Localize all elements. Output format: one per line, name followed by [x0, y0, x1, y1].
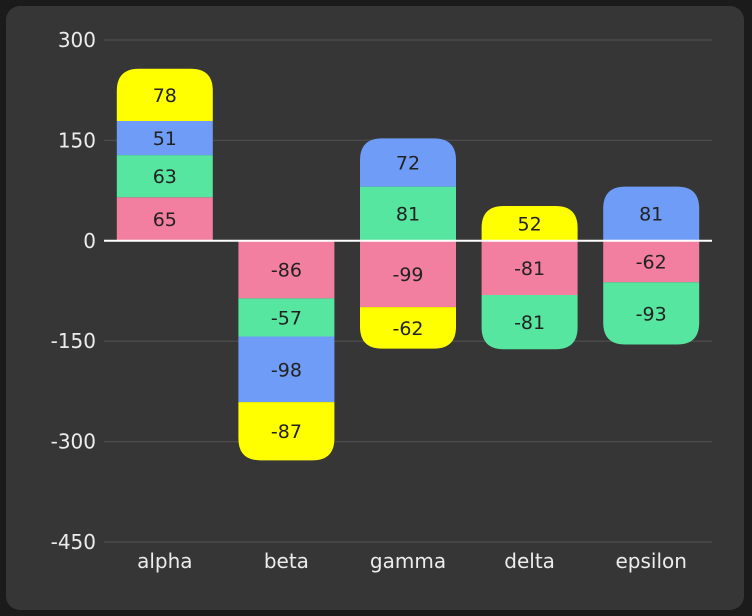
bar-value-label: 78	[153, 85, 177, 107]
bar-segment	[360, 240, 456, 308]
bar-segment	[116, 197, 213, 241]
y-tick-label: -300	[51, 430, 96, 454]
bar-value-label: -62	[636, 252, 667, 274]
bar-value-label: 81	[396, 204, 420, 226]
bar-segment	[360, 307, 456, 349]
bar-segment	[116, 68, 213, 121]
bar-segment	[116, 120, 213, 156]
bar-value-label: -57	[271, 307, 302, 329]
y-tick-label: -450	[51, 530, 96, 554]
bar-segment	[603, 240, 700, 283]
bar-value-label: 72	[396, 152, 420, 174]
bar-value-label: 81	[639, 204, 663, 226]
bar-segment	[238, 336, 335, 403]
x-axis-categories: alpha beta gamma delta epsilon	[137, 549, 687, 573]
bar-value-label: -86	[271, 260, 302, 282]
y-tick-label: 300	[58, 28, 96, 52]
bars: 65 63 51 78 -86 -57 -98 -87 -99 81 72 -62 -81 -81 52 -6…	[116, 68, 700, 461]
bar-value-label: -81	[514, 258, 545, 280]
bar-segment	[238, 402, 335, 461]
bar-value-label: -87	[271, 421, 302, 443]
bar-value-label: 63	[153, 166, 177, 188]
bar-value-label: -81	[514, 312, 545, 334]
x-category-label: alpha	[137, 549, 192, 573]
bar-segment	[360, 138, 456, 187]
bar-value-label: -62	[392, 318, 423, 340]
x-category-label: delta	[504, 549, 555, 573]
bar-value-label: -99	[392, 264, 423, 286]
bar-value-label: -93	[636, 303, 667, 325]
y-axis-ticks: 300 150 0 -150 -300 -450	[51, 28, 96, 554]
bar-value-label: 65	[153, 209, 177, 231]
x-category-label: epsilon	[615, 549, 686, 573]
bar-segment	[481, 240, 578, 296]
y-tick-label: 0	[83, 229, 96, 253]
bar-segment	[603, 186, 700, 241]
y-tick-label: -150	[51, 329, 96, 353]
x-category-label: gamma	[370, 549, 446, 573]
bar-segment	[603, 282, 700, 345]
y-tick-label: 150	[58, 128, 96, 152]
bar-segment	[481, 205, 578, 241]
bar-segment	[481, 295, 578, 350]
bar-segment	[238, 298, 335, 337]
bar-segment	[238, 240, 335, 299]
bar-segment	[360, 186, 456, 241]
bar-value-label: 52	[518, 213, 542, 235]
bar-value-label: -98	[271, 359, 302, 381]
x-category-label: beta	[264, 549, 309, 573]
bar-segment	[116, 155, 213, 198]
bar-value-label: 51	[153, 128, 177, 150]
